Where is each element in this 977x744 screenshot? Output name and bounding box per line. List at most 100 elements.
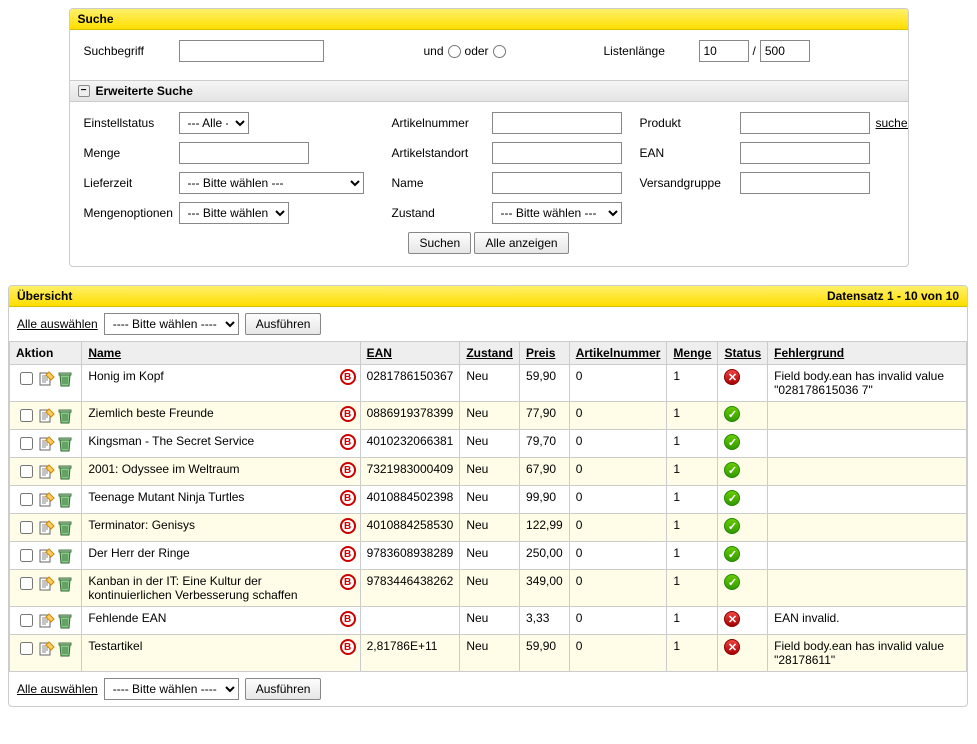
table-row: Der Herr der RingeB9783608938289Neu250,0…	[10, 542, 967, 570]
col-name[interactable]: Name	[88, 346, 121, 360]
overview-title: Übersicht	[17, 289, 72, 303]
overview-panel: Übersicht Datensatz 1 - 10 von 10 Alle a…	[8, 285, 968, 707]
delete-icon[interactable]	[57, 641, 73, 657]
delete-icon[interactable]	[57, 576, 73, 592]
row-name: Honig im Kopf	[88, 369, 163, 383]
table-row: TestartikelB2,81786E+11Neu59,9001✕Field …	[10, 635, 967, 672]
edit-icon[interactable]	[39, 436, 55, 452]
row-artnr: 0	[569, 514, 667, 542]
row-checkbox[interactable]	[20, 521, 33, 534]
row-zustand: Neu	[460, 486, 520, 514]
and-radio[interactable]	[448, 45, 461, 58]
row-checkbox[interactable]	[20, 642, 33, 655]
status-ok-icon: ✓	[724, 490, 740, 506]
row-checkbox[interactable]	[20, 437, 33, 450]
row-checkbox[interactable]	[20, 409, 33, 422]
record-info: Datensatz 1 - 10 von 10	[827, 289, 959, 303]
row-ean: 9783446438262	[360, 570, 460, 607]
status-error-icon: ✕	[724, 611, 740, 627]
edit-icon[interactable]	[39, 492, 55, 508]
edit-icon[interactable]	[39, 548, 55, 564]
versandgruppe-label: Versandgruppe	[640, 176, 740, 190]
col-preis[interactable]: Preis	[526, 346, 555, 360]
row-checkbox[interactable]	[20, 577, 33, 590]
col-artnr[interactable]: Artikelnummer	[576, 346, 661, 360]
row-checkbox[interactable]	[20, 372, 33, 385]
search-term-input[interactable]	[179, 40, 324, 62]
status-ok-icon: ✓	[724, 462, 740, 478]
bulk-action-select-bottom[interactable]: ---- Bitte wählen ----	[104, 678, 239, 700]
select-all-link[interactable]: Alle auswählen	[17, 317, 98, 331]
row-name: 2001: Odyssee im Weltraum	[88, 462, 239, 476]
edit-icon[interactable]	[39, 576, 55, 592]
delete-icon[interactable]	[57, 371, 73, 387]
delete-icon[interactable]	[57, 520, 73, 536]
mengenopt-select[interactable]: --- Bitte wählen ---	[179, 202, 289, 224]
edit-icon[interactable]	[39, 641, 55, 657]
row-preis: 59,90	[520, 635, 570, 672]
row-checkbox[interactable]	[20, 549, 33, 562]
delete-icon[interactable]	[57, 548, 73, 564]
menge-input[interactable]	[179, 142, 309, 164]
row-ean: 9783608938289	[360, 542, 460, 570]
row-checkbox[interactable]	[20, 493, 33, 506]
toolbar-bottom: Alle auswählen ---- Bitte wählen ---- Au…	[9, 672, 967, 706]
row-checkbox[interactable]	[20, 614, 33, 627]
row-preis: 77,90	[520, 402, 570, 430]
artikelnummer-input[interactable]	[492, 112, 622, 134]
b-badge-icon: B	[340, 574, 356, 590]
overview-header: Übersicht Datensatz 1 - 10 von 10	[9, 286, 967, 307]
delete-icon[interactable]	[57, 464, 73, 480]
edit-icon[interactable]	[39, 613, 55, 629]
delete-icon[interactable]	[57, 436, 73, 452]
zustand-select[interactable]: --- Bitte wählen ---	[492, 202, 622, 224]
or-radio[interactable]	[493, 45, 506, 58]
suchen-link[interactable]: suchen	[876, 116, 909, 130]
alle-anzeigen-button[interactable]: Alle anzeigen	[474, 232, 568, 254]
status-ok-icon: ✓	[724, 518, 740, 534]
delete-icon[interactable]	[57, 613, 73, 629]
row-name: Ziemlich beste Freunde	[88, 406, 213, 420]
b-badge-icon: B	[340, 611, 356, 627]
bulk-action-select[interactable]: ---- Bitte wählen ----	[104, 313, 239, 335]
row-preis: 3,33	[520, 607, 570, 635]
select-all-link-bottom[interactable]: Alle auswählen	[17, 682, 98, 696]
edit-icon[interactable]	[39, 408, 55, 424]
row-ean: 7321983000409	[360, 458, 460, 486]
advanced-search-header[interactable]: − Erweiterte Suche	[70, 80, 908, 102]
artikelnummer-label: Artikelnummer	[392, 116, 492, 130]
name-input[interactable]	[492, 172, 622, 194]
produkt-input[interactable]	[740, 112, 870, 134]
suchen-button[interactable]: Suchen	[408, 232, 471, 254]
edit-icon[interactable]	[39, 371, 55, 387]
ean-input[interactable]	[740, 142, 870, 164]
row-checkbox[interactable]	[20, 465, 33, 478]
versandgruppe-input[interactable]	[740, 172, 870, 194]
col-fehler[interactable]: Fehlergrund	[774, 346, 844, 360]
col-zustand[interactable]: Zustand	[466, 346, 513, 360]
name-label: Name	[392, 176, 492, 190]
row-ean	[360, 607, 460, 635]
execute-button[interactable]: Ausführen	[245, 313, 322, 335]
execute-button-bottom[interactable]: Ausführen	[245, 678, 322, 700]
delete-icon[interactable]	[57, 492, 73, 508]
row-menge: 1	[667, 635, 718, 672]
delete-icon[interactable]	[57, 408, 73, 424]
row-zustand: Neu	[460, 542, 520, 570]
b-badge-icon: B	[340, 434, 356, 450]
edit-icon[interactable]	[39, 464, 55, 480]
listlen-input[interactable]	[699, 40, 749, 62]
collapse-icon[interactable]: −	[78, 85, 90, 97]
row-fehler: Field body.ean has invalid value "028178…	[768, 365, 967, 402]
edit-icon[interactable]	[39, 520, 55, 536]
col-status[interactable]: Status	[724, 346, 761, 360]
artikelstandort-input[interactable]	[492, 142, 622, 164]
einstellstatus-select[interactable]: --- Alle ----	[179, 112, 249, 134]
col-ean[interactable]: EAN	[367, 346, 392, 360]
listlen-max-input[interactable]	[760, 40, 810, 62]
data-table: Aktion Name EAN Zustand Preis Artikelnum…	[9, 341, 967, 672]
row-name: Teenage Mutant Ninja Turtles	[88, 490, 244, 504]
row-menge: 1	[667, 402, 718, 430]
col-menge[interactable]: Menge	[673, 346, 711, 360]
lieferzeit-select[interactable]: --- Bitte wählen ---	[179, 172, 364, 194]
